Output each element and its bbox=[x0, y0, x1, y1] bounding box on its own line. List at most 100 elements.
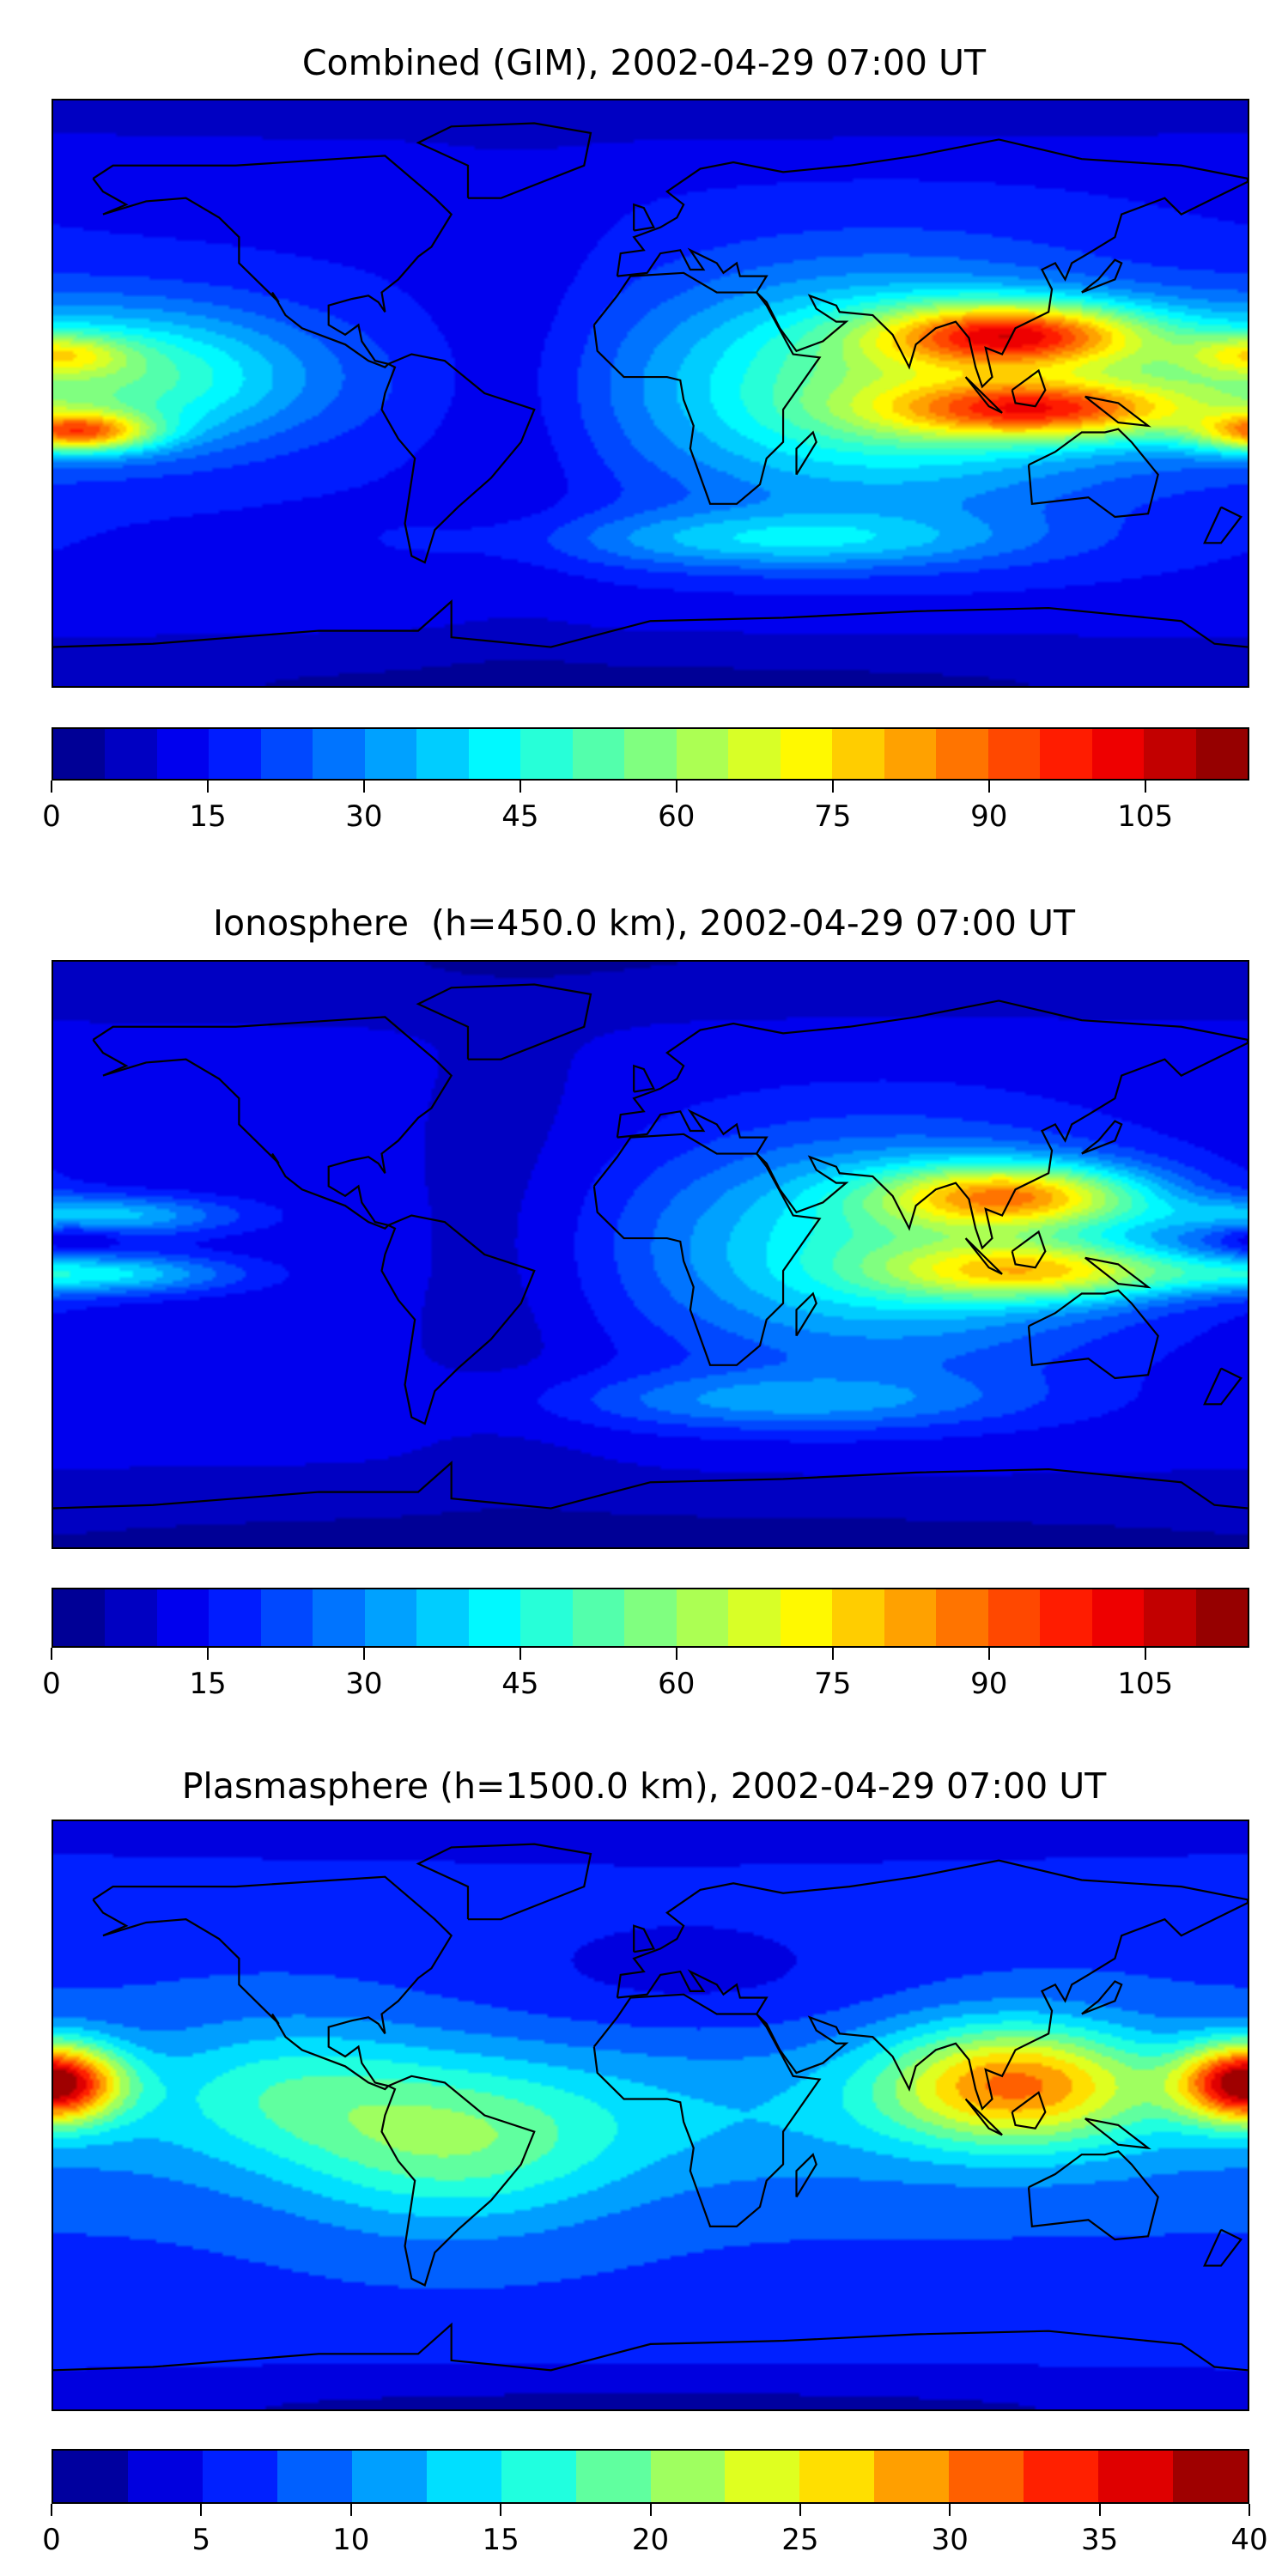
coastline bbox=[418, 985, 591, 1060]
colorbar-bin bbox=[364, 1589, 417, 1646]
colorbar-bin bbox=[884, 1589, 937, 1646]
colorbar-bin bbox=[1144, 1589, 1196, 1646]
coastline bbox=[797, 432, 817, 474]
colorbar-tick bbox=[362, 781, 365, 793]
colorbar-tick bbox=[675, 781, 677, 793]
colorbar-tick bbox=[831, 781, 834, 793]
colorbar-tick-label: 5 bbox=[191, 2523, 211, 2557]
colorbar-bin bbox=[260, 729, 313, 779]
colorbar-tick-label: 105 bbox=[1117, 799, 1174, 834]
coastline bbox=[93, 1877, 451, 2089]
colorbar-tick bbox=[1144, 1648, 1146, 1660]
coastline bbox=[1012, 2093, 1046, 2129]
coastline bbox=[966, 1238, 1003, 1274]
colorbar-bin bbox=[780, 1589, 833, 1646]
colorbar-tick-label: 60 bbox=[658, 1667, 696, 1701]
coastline bbox=[93, 155, 451, 367]
colorbar-bin bbox=[884, 729, 937, 779]
colorbar-ticks-plasmasphere: 0 5 10 15 20 25 30 35 40 bbox=[42, 2504, 1268, 2573]
colorbar-bin bbox=[1144, 729, 1196, 779]
colorbar-bin bbox=[624, 1589, 677, 1646]
colorbar-bin bbox=[1195, 1589, 1249, 1646]
colorbar-tick-label: 20 bbox=[631, 2523, 670, 2557]
colorbar-bin bbox=[650, 2451, 726, 2502]
colorbar-tick bbox=[519, 1648, 521, 1660]
colorbar-tick-label: 45 bbox=[501, 799, 539, 834]
colorbar-bin bbox=[156, 1589, 210, 1646]
colorbar-bin bbox=[416, 1589, 469, 1646]
colorbar-tick-label: 35 bbox=[1080, 2523, 1119, 2557]
coastline bbox=[1085, 2118, 1148, 2148]
colorbar-bin bbox=[1173, 2451, 1248, 2502]
coastline bbox=[53, 601, 1248, 647]
coastline bbox=[634, 1066, 653, 1091]
colorbar-tick-label: 30 bbox=[345, 799, 383, 834]
coastline bbox=[1085, 397, 1148, 426]
coastline bbox=[1012, 1231, 1046, 1267]
colorbar-combined bbox=[52, 727, 1249, 781]
colorbar-bin bbox=[105, 1589, 157, 1646]
coastline bbox=[1085, 1258, 1148, 1287]
coastline bbox=[1012, 370, 1046, 406]
colorbar-bin bbox=[209, 1589, 261, 1646]
colorbar-tick bbox=[200, 2504, 203, 2516]
colorbar-tick bbox=[500, 2504, 502, 2516]
colorbar-tick-label: 10 bbox=[332, 2523, 370, 2557]
colorbar-bin bbox=[105, 729, 157, 779]
colorbar-tick-label: 45 bbox=[501, 1667, 539, 1701]
colorbar-bin bbox=[624, 729, 677, 779]
coastline bbox=[1082, 1981, 1121, 2014]
colorbar-bin bbox=[260, 1589, 313, 1646]
colorbar-bin bbox=[987, 729, 1041, 779]
coastline bbox=[1029, 1291, 1158, 1378]
colorbar-bin bbox=[156, 729, 210, 779]
colorbar-bin bbox=[725, 2451, 800, 2502]
colorbar-tick-label: 90 bbox=[970, 1667, 1008, 1701]
colorbar-tick-label: 0 bbox=[42, 799, 61, 834]
colorbar-tick bbox=[949, 2504, 951, 2516]
coastline bbox=[1082, 1121, 1121, 1154]
coastline bbox=[594, 1995, 820, 2227]
coastline bbox=[382, 355, 535, 562]
heatmap-field bbox=[53, 1821, 1248, 2409]
colorbar-bin bbox=[520, 729, 573, 779]
coastline bbox=[1205, 507, 1242, 544]
coastline bbox=[1205, 1369, 1242, 1405]
colorbar-tick bbox=[1144, 781, 1146, 793]
colorbar-bin bbox=[1091, 1589, 1145, 1646]
colorbar-tick-label: 75 bbox=[814, 1667, 852, 1701]
colorbar-tick-label: 15 bbox=[189, 1667, 227, 1701]
colorbar-bin bbox=[53, 729, 106, 779]
colorbar-tick-label: 15 bbox=[189, 799, 227, 834]
heatmap-field bbox=[53, 962, 1248, 1547]
coastline bbox=[634, 1926, 653, 1952]
colorbar-tick-label: 30 bbox=[931, 2523, 969, 2557]
coastline bbox=[93, 1017, 451, 1228]
colorbar-tick bbox=[987, 781, 990, 793]
colorbar-tick-label: 75 bbox=[814, 799, 852, 834]
colorbar-tick bbox=[831, 1648, 834, 1660]
colorbar-bin bbox=[1195, 729, 1249, 779]
colorbar-tick-label: 25 bbox=[781, 2523, 819, 2557]
colorbar-tick bbox=[799, 2504, 801, 2516]
colorbar-bin bbox=[1098, 2451, 1174, 2502]
colorbar-bin bbox=[832, 729, 884, 779]
colorbar-bin bbox=[426, 2451, 501, 2502]
colorbar-tick bbox=[362, 1648, 365, 1660]
colorbar-bin bbox=[728, 729, 781, 779]
colorbar-bin bbox=[313, 729, 365, 779]
colorbar-bin bbox=[1091, 729, 1145, 779]
coastline bbox=[53, 2324, 1248, 2370]
colorbar-tick-label: 0 bbox=[42, 1667, 61, 1701]
colorbar-bin bbox=[575, 2451, 651, 2502]
colorbar-tick-label: 40 bbox=[1230, 2523, 1268, 2557]
coastlines bbox=[53, 1821, 1248, 2409]
coastline bbox=[594, 273, 820, 504]
colorbar-tick bbox=[51, 2504, 52, 2516]
panel-title-plasmasphere: Plasmasphere (h=1500.0 km), 2002-04-29 0… bbox=[181, 1765, 1107, 1807]
coastline bbox=[418, 124, 591, 198]
coastline bbox=[1082, 260, 1121, 293]
colorbar-bin bbox=[351, 2451, 427, 2502]
colorbar-tick bbox=[675, 1648, 677, 1660]
coastline bbox=[617, 1000, 1248, 1248]
